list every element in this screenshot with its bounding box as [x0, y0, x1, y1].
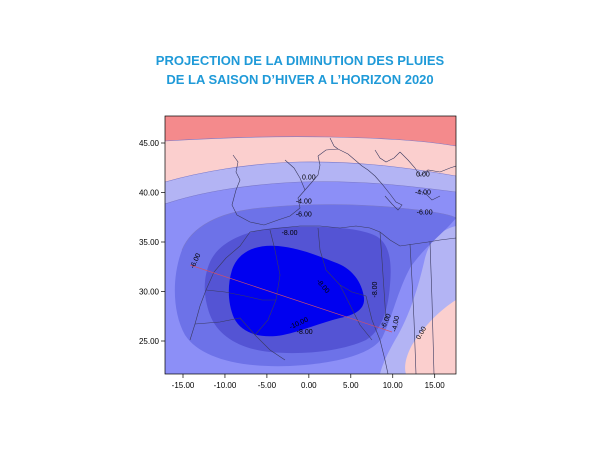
x-axis: -15.00 -10.00 -5.00 0.00 5.00 10.00 15.00: [172, 374, 446, 390]
contour-label: -8.00: [297, 329, 313, 336]
contour-band-positive: [165, 116, 456, 146]
y-tick-label: 30.00: [139, 288, 160, 297]
y-tick-label: 25.00: [139, 337, 160, 346]
contour-fill-layers: [165, 116, 456, 374]
y-tick-label: 45.00: [139, 139, 160, 148]
contour-label: 0.00: [302, 175, 316, 182]
coastlines-and-borders: [189, 137, 456, 374]
y-tick-label: 40.00: [139, 189, 160, 198]
contour-label: -6.00: [417, 209, 433, 216]
x-tick-label: 0.00: [301, 381, 317, 390]
contour-label: -6.00: [296, 211, 312, 218]
map-title-line-2: DE LA SAISON D’HIVER A L’HORIZON 2020: [166, 72, 434, 87]
contour-lines: [165, 136, 456, 251]
transect-line: [189, 264, 393, 333]
contour-band-minus-10: [228, 245, 365, 337]
contour-label: -8.00: [282, 230, 298, 237]
map-title-line-1: PROJECTION DE LA DIMINUTION DES PLUIES: [155, 53, 445, 68]
y-tick-label: 35.00: [139, 238, 160, 247]
x-tick-label: 10.00: [383, 381, 404, 390]
contour-label: -4.00: [415, 189, 431, 196]
x-tick-label: -10.00: [214, 381, 237, 390]
contour-label: 0.00: [416, 172, 430, 179]
x-tick-label: -5.00: [258, 381, 277, 390]
contour-label: -4.00: [296, 198, 312, 205]
x-tick-label: 5.00: [343, 381, 359, 390]
contour-label: -4.00: [391, 315, 401, 332]
x-tick-label: -15.00: [172, 381, 195, 390]
contour-label: -8.00: [372, 281, 379, 297]
plot-frame: [164, 115, 457, 375]
x-tick-label: 15.00: [425, 381, 446, 390]
y-axis: 45.00 40.00 35.00 30.00 25.00: [139, 139, 165, 346]
